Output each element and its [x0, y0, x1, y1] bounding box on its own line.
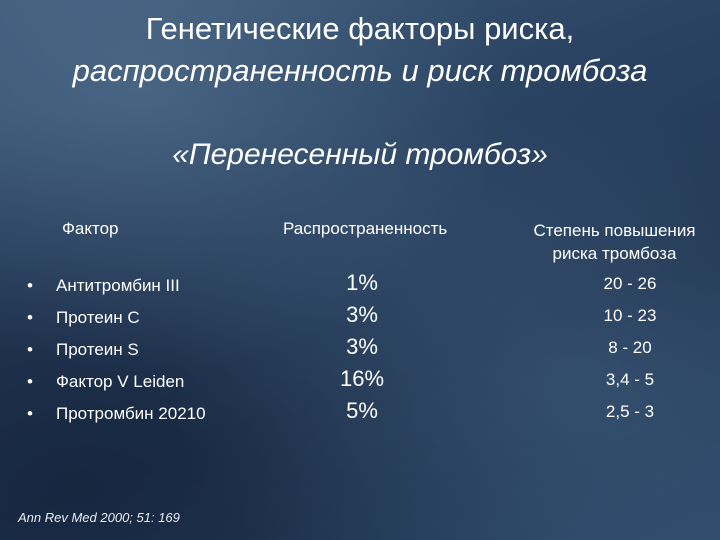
factor-name: Протеин S	[56, 340, 139, 359]
column-header-prevalence: Распространенность	[283, 219, 448, 238]
risk-value: 10 - 23	[603, 306, 657, 325]
table-row: • Протеин С 3% 10 - 23	[0, 302, 720, 334]
prevalence-value: 1%	[346, 270, 378, 295]
bullet: •	[27, 308, 33, 327]
column-header-risk: Степень повышения риска тромбоза	[512, 219, 717, 265]
bullet: •	[27, 404, 33, 423]
risk-value: 20 - 26	[603, 274, 657, 293]
column-header-risk-line-2: риска тромбоза	[552, 244, 677, 263]
risk-value: 3,4 - 5	[605, 370, 655, 389]
table-row: • Фактор V Leiden 16% 3,4 - 5	[0, 366, 720, 398]
risk-value: 8 - 20	[608, 338, 652, 357]
bullet: •	[27, 340, 33, 359]
bullet: •	[27, 372, 33, 391]
prevalence-value: 5%	[346, 398, 378, 423]
factor-name: Протромбин 20210	[56, 404, 206, 423]
factor-name: Протеин С	[56, 308, 140, 327]
factor-name: Фактор V Leiden	[56, 372, 185, 391]
table-row: • Антитромбин III 1% 20 - 26	[0, 270, 720, 302]
risk-value: 2,5 - 3	[605, 402, 655, 421]
table-row: • Протеин S 3% 8 - 20	[0, 334, 720, 366]
slide-subtitle: «Перенесенный тромбоз»	[172, 138, 548, 171]
prevalence-value: 3%	[346, 334, 378, 359]
prevalence-value: 3%	[346, 302, 378, 327]
slide-title-line-2: распространенность и риск тромбоза	[72, 53, 648, 88]
slide-title-line-1: Генетические факторы риска,	[145, 11, 575, 46]
factor-name: Антитромбин III	[56, 276, 180, 295]
prevalence-value: 16%	[339, 366, 385, 391]
column-header-risk-line-1: Степень повышения	[533, 221, 696, 240]
table-row: • Протромбин 20210 5% 2,5 - 3	[0, 398, 720, 430]
citation: Ann Rev Med 2000; 51: 169	[18, 510, 180, 525]
bullet: •	[27, 276, 33, 295]
column-header-factor: Фактор	[62, 219, 119, 238]
